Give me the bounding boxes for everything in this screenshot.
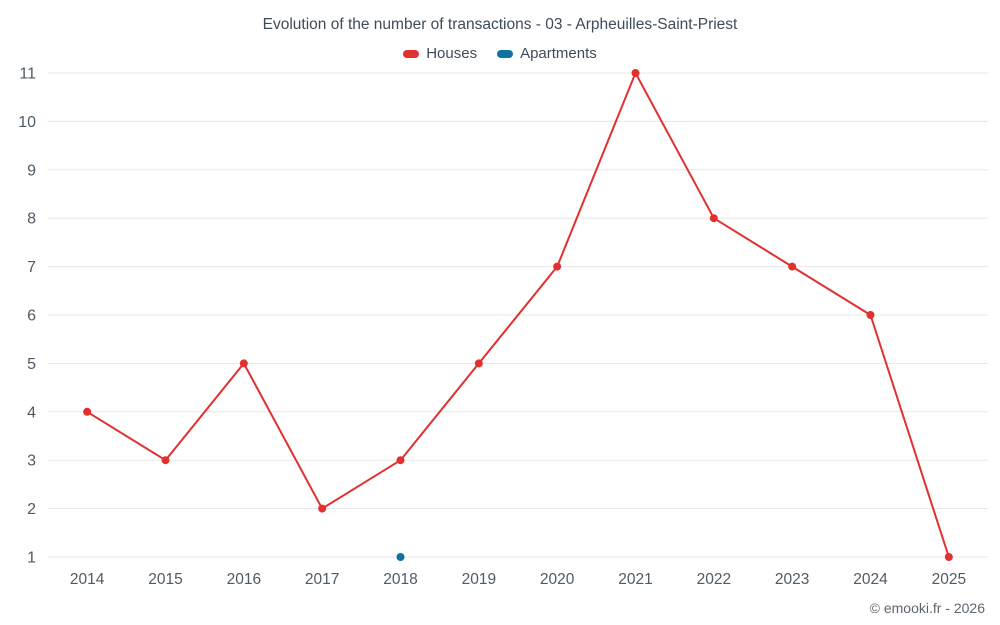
- houses-series-swatch: [403, 49, 420, 58]
- legend: Houses Apartments: [0, 45, 1000, 62]
- y-tick-label: 5: [27, 356, 36, 373]
- x-tick-label: 2022: [697, 571, 731, 588]
- x-tick-label: 2019: [462, 571, 496, 588]
- copyright: © emooki.fr - 2026: [869, 600, 985, 616]
- legend-item-apartments[interactable]: Apartments: [497, 45, 597, 62]
- y-tick-label: 1: [27, 550, 36, 567]
- legend-label-apartments: Apartments: [520, 45, 597, 62]
- x-tick-label: 2015: [148, 571, 182, 588]
- y-tick-label: 4: [27, 404, 36, 421]
- x-tick-label: 2020: [540, 571, 575, 588]
- y-tick-label: 8: [27, 211, 36, 228]
- chart-title: Evolution of the number of transactions …: [262, 16, 738, 33]
- data-point-houses[interactable]: [474, 359, 483, 368]
- y-tick-label: 10: [18, 114, 36, 131]
- y-tick-label: 9: [27, 162, 36, 179]
- apartments-series-swatch: [497, 49, 514, 58]
- y-tick-label: 7: [27, 259, 36, 276]
- data-point-houses[interactable]: [318, 504, 327, 513]
- data-point-houses[interactable]: [239, 359, 248, 368]
- series-line-houses: [86, 72, 950, 558]
- x-tick-label: 2016: [227, 571, 261, 588]
- y-tick-label: 2: [27, 501, 36, 518]
- data-point-houses[interactable]: [631, 69, 640, 77]
- data-point-houses[interactable]: [553, 262, 562, 271]
- x-tick-label: 2021: [618, 571, 652, 588]
- legend-item-houses[interactable]: Houses: [403, 45, 477, 62]
- data-point-houses[interactable]: [709, 214, 718, 223]
- data-point-houses[interactable]: [866, 311, 875, 319]
- x-tick-label: 2014: [70, 571, 105, 588]
- data-point-houses[interactable]: [83, 407, 92, 416]
- x-tick-label: 2017: [305, 571, 339, 588]
- data-point-houses[interactable]: [396, 456, 405, 465]
- x-tick-label: 2025: [932, 571, 966, 588]
- data-point-houses[interactable]: [788, 262, 797, 271]
- y-tick-label: 11: [19, 66, 36, 83]
- x-tick-label: 2024: [853, 571, 888, 588]
- data-point-houses[interactable]: [161, 456, 170, 465]
- y-tick-label: 3: [27, 453, 36, 470]
- legend-label-houses: Houses: [426, 45, 478, 62]
- data-point-apartments[interactable]: [396, 553, 405, 561]
- x-tick-label: 2018: [383, 571, 417, 588]
- x-tick-label: 2023: [775, 571, 809, 588]
- y-tick-label: 6: [27, 308, 36, 325]
- data-point-houses[interactable]: [944, 553, 953, 561]
